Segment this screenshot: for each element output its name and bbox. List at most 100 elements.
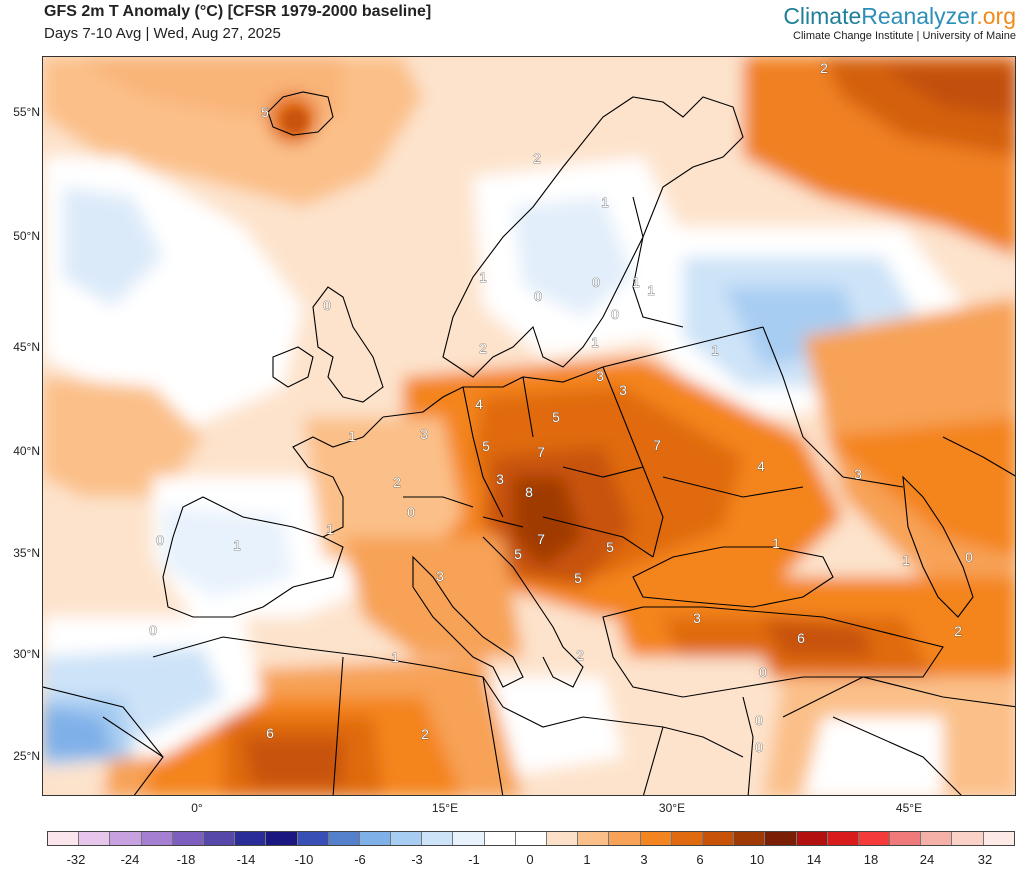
- lon-label-0: 0°: [191, 801, 203, 815]
- coastlines: [43, 91, 1015, 795]
- contour-value-label: 1: [711, 342, 719, 358]
- contour-value-label: 0: [534, 288, 542, 304]
- colorbar-segment: [328, 832, 360, 845]
- colorbar-tick-label: -6: [354, 852, 366, 867]
- lat-label-50: 50°N: [13, 229, 40, 243]
- colorbar-segment: [235, 832, 267, 845]
- colorbar-tick-label: 18: [863, 852, 879, 867]
- colorbar-tick-label: -3: [411, 852, 423, 867]
- brand-tagline: Climate Change Institute | University of…: [793, 30, 1016, 42]
- colorbar-segment: [141, 832, 173, 845]
- colorbar-segment: [266, 832, 298, 845]
- contour-value-label: 3: [496, 471, 504, 487]
- colorbar-segment: [172, 832, 204, 845]
- colorbar-tick-label: 3: [640, 852, 648, 867]
- brand-name: ClimateReanalyzer.org: [783, 3, 1016, 29]
- lat-label-55: 55°N: [13, 105, 40, 119]
- contour-value-label: 2: [954, 623, 962, 639]
- colorbar-segment: [48, 832, 80, 845]
- contour-value-label: 4: [757, 458, 765, 474]
- lat-label-25: 25°N: [13, 749, 40, 763]
- contour-value-label: 0: [755, 712, 763, 728]
- contour-value-label: 3: [619, 382, 627, 398]
- colorbar-tick-label: -10: [294, 852, 314, 867]
- map-title: GFS 2m T Anomaly (°C) [CFSR 1979-2000 ba…: [44, 3, 432, 20]
- colorbar-segment: [422, 832, 454, 845]
- contour-value-label: 8: [525, 484, 533, 500]
- colorbar-tick-label: 1: [583, 852, 591, 867]
- contour-value-label: 5: [514, 546, 522, 562]
- colorbar-segment: [203, 832, 236, 845]
- colorbar-segment: [858, 832, 891, 845]
- colorbar-segment: [827, 832, 859, 845]
- lon-label-45e: 45°E: [895, 801, 923, 815]
- colorbar-tick-label: -1: [468, 852, 480, 867]
- colorbar-tick-label: 14: [806, 852, 822, 867]
- colorbar-segment: [547, 832, 579, 845]
- contour-value-label: 0: [611, 306, 619, 322]
- contour-value-label: 0: [149, 622, 157, 638]
- contour-value-label: 7: [537, 444, 545, 460]
- contour-value-label: 1: [326, 521, 334, 537]
- contour-value-label: 2: [820, 60, 828, 76]
- contour-value-label: 0: [592, 274, 600, 290]
- lat-label-40: 40°N: [13, 444, 40, 458]
- contour-value-label: 1: [772, 535, 780, 551]
- colorbar-segment: [391, 832, 423, 845]
- contour-value-label: 0: [407, 504, 415, 520]
- contour-value-label: 3: [436, 568, 444, 584]
- contour-value-label: 1: [391, 649, 399, 665]
- colorbar-segment: [515, 832, 547, 845]
- contour-value-label: 2: [479, 340, 487, 356]
- contour-value-label: 2: [576, 647, 584, 663]
- contour-value-label: 1: [902, 552, 910, 568]
- colorbar-segment: [702, 832, 735, 845]
- contour-value-label: 0: [156, 532, 164, 548]
- colorbar-tick-label: -24: [120, 852, 140, 867]
- colorbar-tick-label: -14: [236, 852, 256, 867]
- contour-value-label: 0: [755, 739, 763, 755]
- contour-value-label: 1: [647, 282, 655, 298]
- colorbar-tick-label: 6: [696, 852, 704, 867]
- contour-value-label: 4: [475, 396, 483, 412]
- colorbar-segment: [297, 832, 329, 845]
- map-subtitle: Days 7-10 Avg | Wed, Aug 27, 2025: [44, 25, 281, 42]
- contour-value-label: 3: [420, 426, 428, 442]
- lon-label-15e: 15°E: [431, 801, 459, 815]
- colorbar-tick-label: -18: [176, 852, 196, 867]
- contour-value-label: 1: [348, 428, 356, 444]
- colorbar: [47, 831, 1015, 846]
- contour-value-label: 0: [759, 664, 767, 680]
- colorbar-tick-label: -32: [66, 852, 86, 867]
- contour-value-label: 3: [693, 610, 701, 626]
- colorbar-segment: [734, 832, 766, 845]
- contour-value-label: 5: [482, 438, 490, 454]
- contour-value-label: 3: [596, 368, 604, 384]
- contour-value-label: 6: [797, 630, 805, 646]
- brand-name-part2: Reanalyzer: [861, 3, 977, 29]
- colorbar-segment: [796, 832, 828, 845]
- colorbar-segment: [484, 832, 516, 845]
- contour-value-label: 3: [854, 466, 862, 482]
- brand-name-part3: .org: [976, 3, 1016, 29]
- lon-label-30e: 30°E: [658, 801, 686, 815]
- contour-value-label: 1: [233, 537, 241, 553]
- colorbar-segment: [453, 832, 485, 845]
- colorbar-segment: [765, 832, 797, 845]
- lat-label-30: 30°N: [13, 647, 40, 661]
- contour-value-label: 5: [574, 570, 582, 586]
- contour-value-label: 1: [591, 334, 599, 350]
- colorbar-segment: [79, 832, 111, 845]
- lat-label-35: 35°N: [13, 546, 40, 560]
- contour-value-label: 2: [421, 726, 429, 742]
- contour-value-label: 2: [533, 150, 541, 166]
- colorbar-segment: [983, 832, 1014, 845]
- colorbar-tick-label: 32: [977, 852, 993, 867]
- lat-label-45: 45°N: [13, 340, 40, 354]
- brand-logo[interactable]: ClimateReanalyzer.org Climate Change Ins…: [783, 3, 1016, 42]
- contour-value-label: 5: [261, 104, 269, 120]
- contour-value-label: 5: [552, 409, 560, 425]
- colorbar-tick-label: 10: [749, 852, 765, 867]
